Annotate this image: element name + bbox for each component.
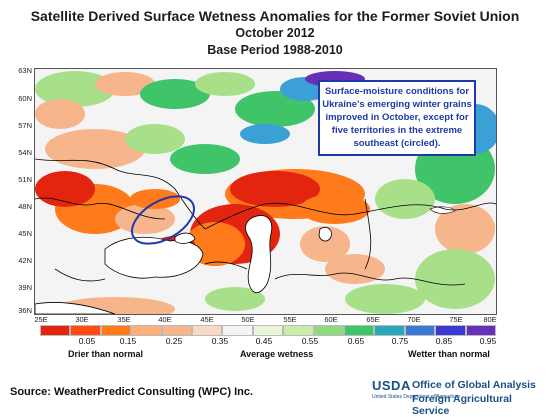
- legend-tick-5: 0.55: [301, 336, 319, 346]
- lon-label-45e: 45E: [200, 315, 214, 324]
- usda-logo-subtext: United States Department of Agriculture: [372, 394, 461, 400]
- caspian-sea: [245, 215, 273, 294]
- legend-tick-7: 0.75: [391, 336, 409, 346]
- patch-wet-west: [125, 124, 185, 154]
- legend-swatch-0: [40, 325, 71, 336]
- lat-label-51n: 51N: [18, 175, 32, 184]
- legend-swatch-10: [344, 325, 375, 336]
- lat-label-36n: 36N: [18, 306, 32, 315]
- lon-label-70e: 70E: [407, 315, 421, 324]
- patch-dry-se: [435, 204, 495, 254]
- aral-sea: [318, 227, 332, 242]
- legend-color-bar: [40, 325, 497, 336]
- map-canvas: [35, 69, 496, 314]
- patch-wet-center-n: [235, 91, 315, 127]
- legend-swatch-9: [313, 325, 345, 336]
- patch-very-dry-band: [230, 171, 320, 207]
- border-balkans: [54, 268, 106, 282]
- legend-tick-8: 0.85: [435, 336, 453, 346]
- map-subtitle-month: October 2012: [235, 26, 315, 40]
- lon-label-75e: 75E: [449, 315, 463, 324]
- legend-swatch-6: [222, 325, 253, 336]
- legend-swatch-12: [404, 325, 436, 336]
- legend-tick-4: 0.45: [255, 336, 273, 346]
- legend-wetter-label: Wetter than normal: [408, 349, 490, 359]
- legend-tick-3: 0.35: [211, 336, 229, 346]
- lon-label-55e: 55E: [283, 315, 297, 324]
- patch-dry-ukraine-n: [130, 189, 180, 209]
- lon-label-60e: 60E: [324, 315, 338, 324]
- legend-tick-1: 0.15: [119, 336, 137, 346]
- patch-wet-n2: [195, 72, 255, 96]
- legend-tick-6: 0.65: [347, 336, 365, 346]
- lat-label-45n: 45N: [18, 229, 32, 238]
- lat-label-57n: 57N: [18, 121, 32, 130]
- lat-label-63n: 63N: [18, 66, 32, 75]
- patch-dry-south: [325, 254, 385, 284]
- patch-dry-west: [45, 129, 145, 169]
- lat-label-39n: 39N: [18, 283, 32, 292]
- legend-swatch-5: [192, 325, 223, 336]
- lon-label-40e: 40E: [158, 315, 172, 324]
- patch-wet-iran: [205, 287, 265, 311]
- lon-label-30e: 30E: [75, 315, 89, 324]
- legend-tick-0: 0.05: [78, 336, 96, 346]
- lon-label-25e: 25E: [34, 315, 48, 324]
- legend-average-label: Average wetness: [240, 349, 314, 359]
- border-caucasus: [204, 261, 248, 270]
- org-name-line2: Foreign Agricultural Service: [412, 393, 512, 417]
- highlight-ellipse-se-ukraine: [131, 195, 195, 245]
- lon-label-65e: 65E: [366, 315, 380, 324]
- black-sea: [104, 236, 204, 279]
- legend-tick-2: 0.25: [165, 336, 183, 346]
- legend-swatch-7: [252, 325, 284, 336]
- mediterranean-sea: [35, 302, 116, 314]
- border-russia-kazakhstan: [204, 202, 496, 230]
- patch-wet-far-se: [415, 249, 495, 309]
- patch-wet-volga: [170, 144, 240, 174]
- sea-of-azov: [174, 232, 196, 244]
- legend-swatch-2: [100, 325, 132, 336]
- patch-very-wet-center: [240, 124, 290, 144]
- legend-tick-9: 0.95: [479, 336, 497, 346]
- legend-swatch-4: [161, 325, 193, 336]
- map-title: Satellite Derived Surface Wetness Anomal…: [30, 8, 520, 24]
- legend-swatch-1: [70, 325, 101, 336]
- map-subtitle-base-period: Base Period 1988-2010: [207, 43, 343, 57]
- lat-label-42n: 42N: [18, 256, 32, 265]
- patch-dry-kazakh: [300, 194, 370, 224]
- patch-dry-n: [95, 72, 155, 96]
- lon-label-50e: 50E: [241, 315, 255, 324]
- patch-wet-nw: [35, 71, 115, 107]
- legend-swatch-14: [465, 325, 497, 336]
- lat-label-48n: 48N: [18, 202, 32, 211]
- patch-dry-nw: [35, 99, 85, 129]
- source-credit: Source: WeatherPredict Consulting (WPC) …: [10, 386, 254, 398]
- legend-swatch-8: [283, 325, 314, 336]
- org-name-line1: Office of Global Analysis: [412, 379, 536, 391]
- lon-label-35e: 35E: [117, 315, 131, 324]
- legend-swatch-13: [435, 325, 466, 336]
- patch-wet-kazakh-e: [375, 179, 435, 219]
- map-callout: Surface-moisture conditions for Ukraine'…: [318, 80, 476, 156]
- border-kazakh-inner: [364, 198, 372, 270]
- patch-wet-south: [345, 284, 425, 314]
- patch-wet-n: [140, 79, 210, 109]
- border-belarus-ukraine: [35, 158, 206, 230]
- legend-swatch-3: [131, 325, 162, 336]
- border-central-asia: [274, 272, 466, 286]
- legend-swatch-11: [374, 325, 405, 336]
- usda-logo: USDA: [372, 378, 411, 393]
- patch-dry-aral: [300, 226, 350, 262]
- lat-label-60n: 60N: [18, 94, 32, 103]
- lat-label-54n: 54N: [18, 148, 32, 157]
- legend-drier-label: Drier than normal: [68, 349, 144, 359]
- patch-dry-ukraine: [115, 204, 175, 234]
- lon-label-80e: 80E: [483, 315, 497, 324]
